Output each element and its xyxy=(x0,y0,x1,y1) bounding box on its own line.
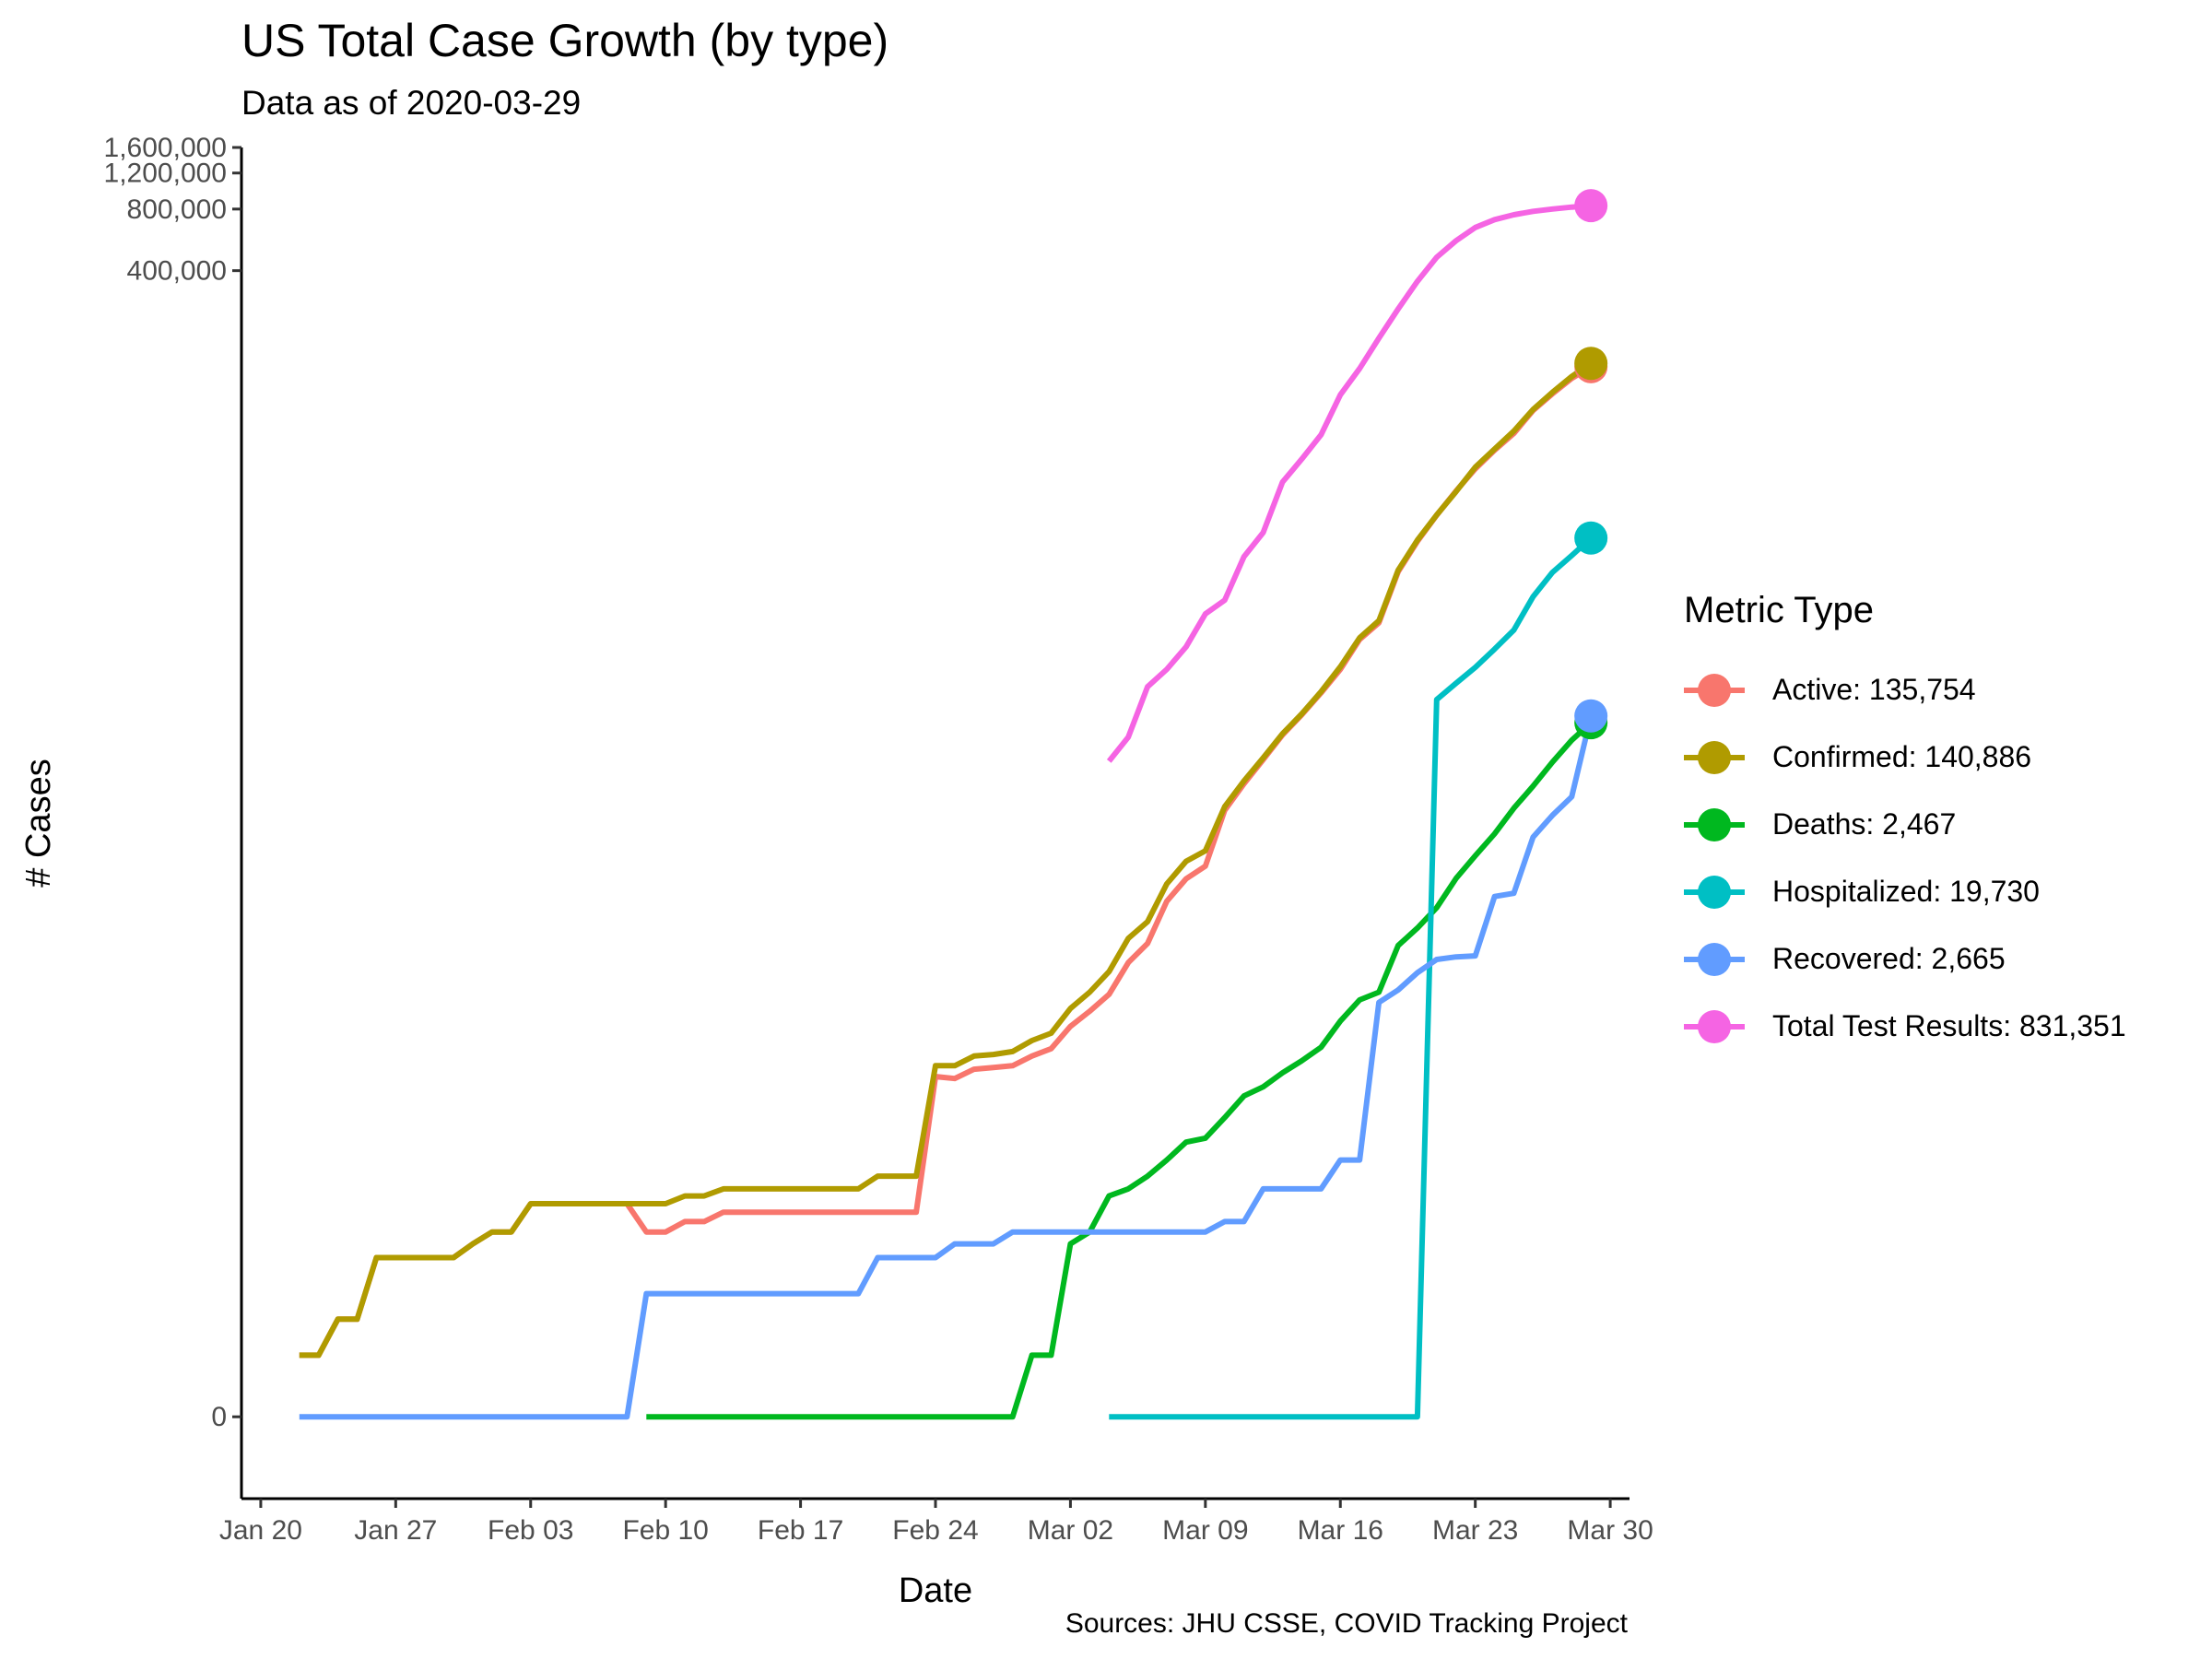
x-tick-label: Jan 27 xyxy=(354,1515,437,1546)
legend-label-hospitalized: Hospitalized: 19,730 xyxy=(1772,875,2040,908)
legend: Metric Type Active: 135,754 Confirmed: 14… xyxy=(1684,588,2126,1060)
y-tick-label: 1,600,000 xyxy=(104,133,227,163)
legend-item-deaths: Deaths: 2,467 xyxy=(1684,791,2126,858)
legend-key-dot xyxy=(1698,875,1731,909)
y-tick-label: 1,200,000 xyxy=(104,159,227,189)
series-endpoint-total-test-results xyxy=(1574,189,1608,223)
x-axis-title: Date xyxy=(899,1571,972,1610)
y-tick-label: 800,000 xyxy=(127,194,227,225)
x-tick-label: Mar 09 xyxy=(1162,1515,1248,1546)
y-tick-label: 400,000 xyxy=(127,256,227,287)
x-tick-label: Mar 02 xyxy=(1028,1515,1113,1546)
legend-key-confirmed xyxy=(1684,739,1745,776)
legend-item-confirmed: Confirmed: 140,886 xyxy=(1684,724,2126,791)
legend-label-recovered: Recovered: 2,665 xyxy=(1772,942,2006,975)
series-layer xyxy=(299,189,1608,1420)
legend-item-recovered: Recovered: 2,665 xyxy=(1684,925,2126,993)
legend-items: Active: 135,754 Confirmed: 140,886 Deaths:… xyxy=(1684,656,2126,1060)
legend-key-dot xyxy=(1698,1009,1731,1043)
x-tick-label: Feb 17 xyxy=(758,1515,843,1546)
x-tick-label: Jan 20 xyxy=(219,1515,302,1546)
x-tick-label: Mar 16 xyxy=(1298,1515,1383,1546)
legend-label-active: Active: 135,754 xyxy=(1772,673,1976,706)
legend-item-active: Active: 135,754 xyxy=(1684,656,2126,724)
legend-key-deaths xyxy=(1684,806,1745,843)
legend-key-dot xyxy=(1698,807,1731,841)
legend-title: Metric Type xyxy=(1684,590,1874,630)
chart-caption: Sources: JHU CSSE, COVID Tracking Projec… xyxy=(1065,1608,1628,1639)
x-tick-label: Feb 24 xyxy=(892,1515,978,1546)
series-line-confirmed xyxy=(299,360,1593,1359)
x-tick-label: Feb 10 xyxy=(622,1515,708,1546)
series-line-hospitalized xyxy=(1109,535,1594,1420)
series-line-total-test-results xyxy=(1106,203,1592,763)
legend-label-deaths: Deaths: 2,467 xyxy=(1772,807,1957,841)
legend-key-dot xyxy=(1698,673,1731,707)
legend-key-hospitalized xyxy=(1684,874,1745,911)
series-line-active xyxy=(299,364,1593,1359)
series-line-deaths xyxy=(646,720,1594,1420)
legend-key-dot xyxy=(1698,942,1731,976)
series-endpoint-confirmed xyxy=(1574,347,1608,381)
legend-key-active xyxy=(1684,672,1745,709)
legend-item-total-test-results: Total Test Results: 831,351 xyxy=(1684,993,2126,1060)
x-tick-label: Mar 30 xyxy=(1567,1515,1653,1546)
chart-subtitle: Data as of 2020-03-29 xyxy=(241,84,582,122)
y-axis-title: # Cases xyxy=(19,759,58,887)
series-endpoint-hospitalized xyxy=(1574,521,1608,555)
x-tick-label: Mar 23 xyxy=(1432,1515,1518,1546)
series-endpoint-recovered xyxy=(1574,699,1608,733)
y-tick-label: 0 xyxy=(211,1402,227,1432)
x-tick-label: Feb 03 xyxy=(488,1515,573,1546)
legend-key-dot xyxy=(1698,740,1731,774)
legend-key-total-test-results xyxy=(1684,1008,1745,1045)
series-line-recovered xyxy=(299,715,1594,1420)
legend-item-hospitalized: Hospitalized: 19,730 xyxy=(1684,858,2126,925)
chart-title: US Total Case Growth (by type) xyxy=(241,15,889,66)
legend-label-confirmed: Confirmed: 140,886 xyxy=(1772,740,2032,773)
legend-key-recovered xyxy=(1684,941,1745,978)
legend-label-total-test-results: Total Test Results: 831,351 xyxy=(1772,1009,2126,1042)
